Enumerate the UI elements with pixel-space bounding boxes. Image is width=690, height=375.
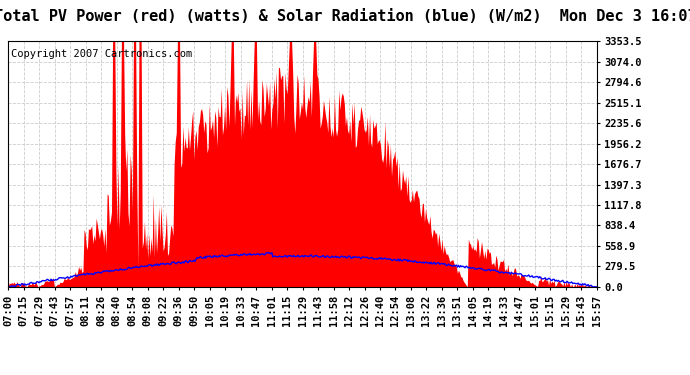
- Text: Total PV Power (red) (watts) & Solar Radiation (blue) (W/m2)  Mon Dec 3 16:07: Total PV Power (red) (watts) & Solar Rad…: [0, 9, 690, 24]
- Text: Copyright 2007 Cartronics.com: Copyright 2007 Cartronics.com: [11, 49, 193, 58]
